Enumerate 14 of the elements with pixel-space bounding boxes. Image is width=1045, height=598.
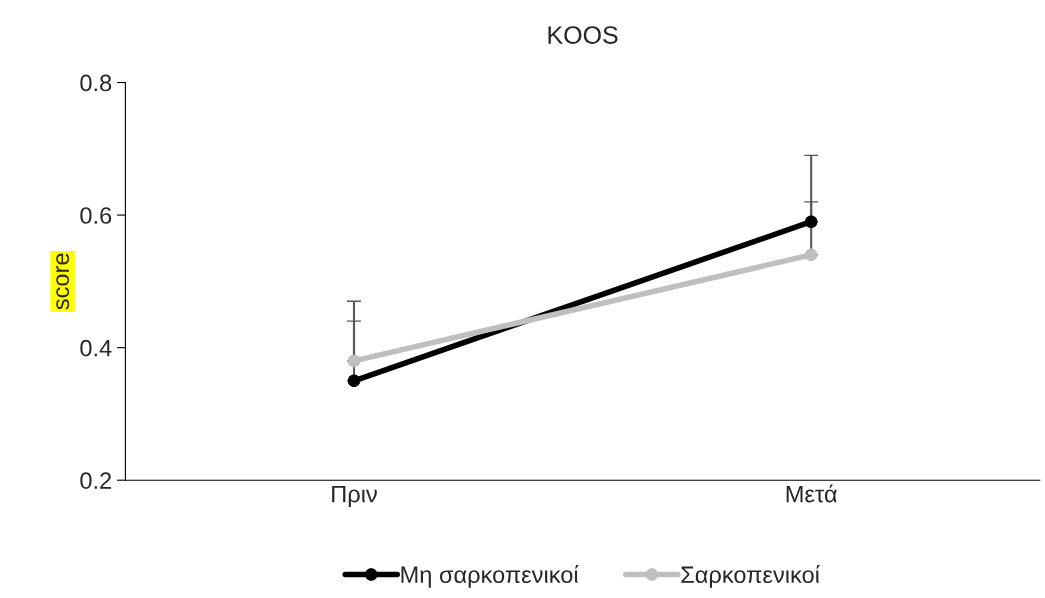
y-tick-label: 0.4 [80, 339, 112, 357]
point [347, 354, 361, 368]
legend-label: Σαρκοπενικοί [681, 565, 820, 588]
y-tick-label: 0.2 [80, 472, 112, 489]
y-axis-title: score [56, 253, 70, 310]
legend-label: Μη σαρκοπενικοί [401, 565, 579, 588]
chart-title: KOOS [548, 26, 618, 44]
y-tick-label: 0.6 [80, 207, 112, 224]
point [804, 248, 818, 262]
y-tick-label: 0.8 [80, 74, 112, 92]
x-tick-label: Μετά [786, 484, 837, 503]
x-tick-label: Πριν [332, 485, 377, 508]
point [804, 215, 818, 228]
point [347, 374, 361, 388]
